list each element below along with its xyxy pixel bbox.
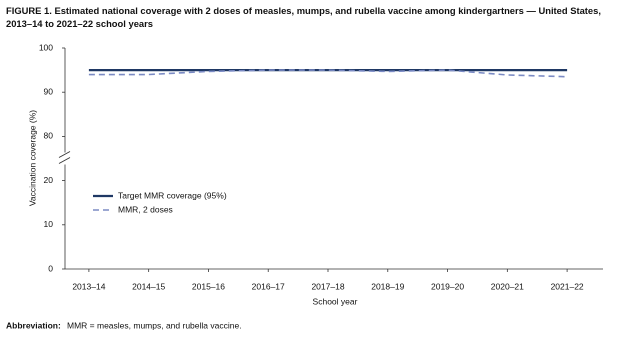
y-tick-label: 90 bbox=[44, 86, 54, 96]
axis-break bbox=[58, 151, 71, 158]
x-axis-label: School year bbox=[313, 296, 358, 306]
x-tick-label: 2015–16 bbox=[192, 281, 225, 291]
x-tick-label: 2013–14 bbox=[72, 281, 105, 291]
y-tick-label: 20 bbox=[44, 175, 54, 185]
footnote: MMR = measles, mumps, and rubella vaccin… bbox=[67, 320, 242, 330]
x-tick-label: 2021–22 bbox=[551, 281, 584, 291]
y-axis-label: Vaccination coverage (%) bbox=[27, 110, 37, 206]
y-tick-label: 10 bbox=[44, 219, 54, 229]
y-tick-label: 0 bbox=[48, 263, 53, 273]
axis-break bbox=[58, 157, 71, 164]
x-tick-label: 2018–19 bbox=[371, 281, 404, 291]
x-tick-label: 2014–15 bbox=[132, 281, 165, 291]
legend-label: Target MMR coverage (95%) bbox=[118, 190, 227, 200]
x-tick-label: 2017–18 bbox=[311, 281, 344, 291]
chart-title: FIGURE 1. Estimated national coverage wi… bbox=[6, 5, 601, 29]
y-tick-label: 80 bbox=[44, 131, 54, 141]
footnote-label: Abbreviation: bbox=[6, 320, 61, 330]
x-tick-label: 2016–17 bbox=[252, 281, 285, 291]
x-tick-label: 2020–21 bbox=[491, 281, 524, 291]
y-tick-label: 100 bbox=[39, 42, 53, 52]
legend-label: MMR, 2 doses bbox=[118, 204, 173, 214]
x-tick-label: 2019–20 bbox=[431, 281, 464, 291]
